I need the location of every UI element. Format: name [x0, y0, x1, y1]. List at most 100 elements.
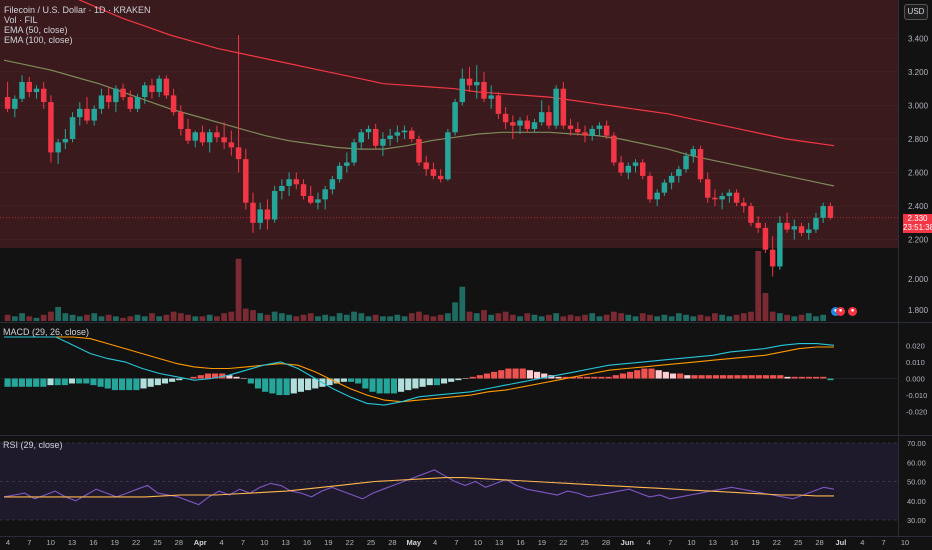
volume-bar	[610, 311, 617, 321]
macd-histogram-bar	[798, 376, 805, 379]
candle-body	[149, 85, 155, 93]
volume-bar	[423, 314, 430, 321]
macd-label[interactable]: MACD (29, 26, close)	[3, 327, 90, 337]
macd-signal-line	[4, 336, 834, 403]
macd-tick-label: -0.020	[906, 408, 927, 417]
candle-body	[733, 192, 740, 203]
macd-histogram-bar	[648, 368, 655, 379]
macd-histogram-bar	[591, 376, 598, 379]
volume-indicator-label[interactable]: Vol · FIL	[4, 15, 38, 25]
volume-bar	[661, 314, 668, 321]
ema-100-label[interactable]: EMA (100, close)	[4, 35, 73, 45]
ema-50-label[interactable]: EMA (50, close)	[4, 25, 68, 35]
macd-histogram-bar	[512, 368, 519, 379]
candle-body	[69, 117, 76, 139]
volume-bar	[257, 313, 264, 321]
macd-legend[interactable]: MACD (29, 26, close)	[3, 327, 89, 337]
macd-histogram-bar	[669, 373, 677, 379]
volume-bar	[149, 313, 155, 321]
volume-bar	[408, 313, 415, 321]
candle-body	[372, 128, 379, 146]
candle-body	[755, 222, 761, 228]
candle-body	[62, 139, 69, 143]
macd-histogram-bar	[805, 376, 813, 379]
currency-button[interactable]: USD	[904, 4, 928, 20]
dividend-icon[interactable]: ●	[831, 307, 840, 316]
macd-histogram-bar	[262, 378, 269, 392]
macd-histogram-bar	[197, 375, 204, 379]
candle-body	[394, 132, 401, 136]
time-axis-label: 16	[89, 538, 97, 547]
volume-bar	[343, 314, 350, 321]
symbol-title[interactable]: Filecoin / U.S. Dollar · 1D · KRAKEN	[4, 5, 151, 15]
candle-body	[546, 112, 552, 126]
volume-bar	[40, 314, 47, 321]
candle-body	[77, 108, 83, 118]
candle-body	[206, 132, 213, 143]
price-tick-label: 3.000	[908, 101, 929, 110]
volume-bar	[11, 316, 18, 321]
macd-histogram-bar	[169, 378, 176, 382]
macd-histogram-bar	[440, 378, 448, 384]
volume-bar	[19, 313, 25, 321]
macd-histogram-bar	[269, 378, 276, 394]
price-tick-label: 3.400	[908, 34, 929, 43]
macd-histogram-bar	[405, 378, 412, 391]
price-tick-label: 2.800	[908, 135, 929, 144]
volume-bar	[517, 316, 523, 321]
candle-body	[170, 95, 177, 113]
macd-histogram-bar	[433, 378, 440, 386]
candle-body	[567, 125, 574, 129]
macd-histogram-bar	[83, 378, 90, 384]
candle-body	[430, 169, 437, 176]
candle-body	[19, 81, 25, 99]
rsi-label[interactable]: RSI (29, close)	[3, 440, 63, 450]
candle-body	[510, 122, 516, 126]
candle-body	[654, 192, 660, 200]
volume-bar	[574, 316, 581, 321]
rsi-legend[interactable]: RSI (29, close)	[3, 440, 63, 450]
macd-histogram-bar	[641, 368, 648, 379]
candle-body	[185, 128, 191, 141]
macd-histogram-bar	[491, 371, 498, 379]
candle-body	[300, 184, 307, 197]
macd-histogram-bar	[305, 378, 312, 391]
macd-histogram-bar	[584, 376, 591, 379]
rsi-band-background	[0, 443, 898, 520]
volume-bar	[668, 316, 675, 321]
candle-body	[416, 139, 422, 163]
macd-histogram-bar	[398, 378, 405, 392]
candle-body	[26, 81, 33, 93]
candle-body	[575, 128, 581, 133]
volume-bar	[690, 316, 697, 321]
volume-bar	[329, 316, 336, 321]
split-icon[interactable]: ●	[848, 307, 857, 316]
candle-body	[380, 139, 386, 146]
macd-histogram-bar	[154, 378, 161, 386]
volume-bar	[112, 316, 119, 321]
time-axis-label: Apr	[194, 538, 207, 547]
macd-histogram-bar	[820, 376, 827, 379]
candle-body	[12, 98, 18, 109]
rsi-ma-line	[4, 477, 834, 498]
macd-histogram-bar	[240, 378, 247, 379]
volume-bar	[459, 286, 466, 321]
volume-bar	[76, 316, 83, 321]
candle-body	[596, 125, 603, 129]
macd-histogram-bar	[54, 378, 61, 386]
time-axis-label: 19	[111, 538, 119, 547]
macd-histogram-bar	[276, 378, 283, 396]
time-axis-label: 28	[175, 538, 183, 547]
macd-tick-label: 0.000	[906, 375, 925, 384]
candle-body	[560, 88, 567, 126]
volume-bar	[91, 313, 98, 321]
volume-bar	[567, 314, 574, 321]
time-axis-label: 13	[709, 538, 717, 547]
volume-bar	[560, 316, 567, 321]
macd-histogram-bar	[519, 368, 526, 379]
earnings-icon[interactable]: ●	[836, 307, 845, 316]
macd-histogram-bar	[698, 375, 705, 379]
macd-tick-label: -0.010	[906, 391, 927, 400]
candle-body	[105, 95, 112, 103]
